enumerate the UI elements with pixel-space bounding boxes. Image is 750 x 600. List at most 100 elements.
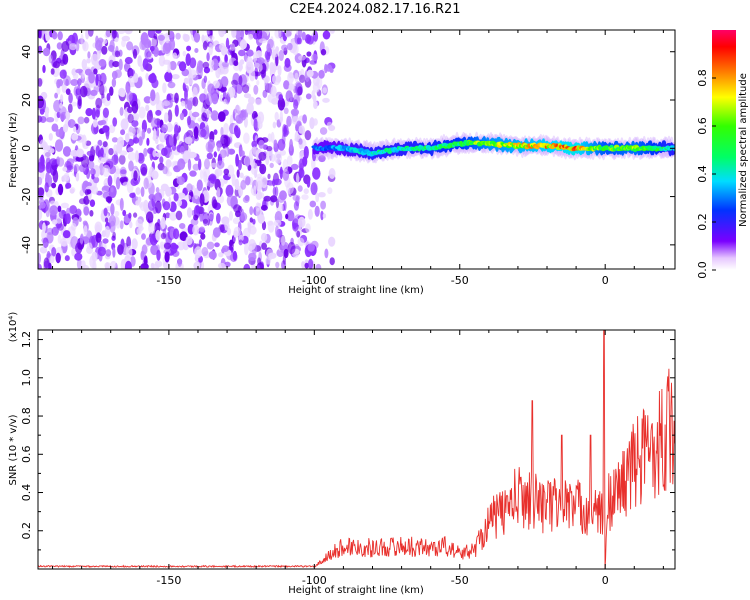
noise-blob — [83, 116, 90, 124]
noise-blob — [102, 107, 109, 119]
noise-blob — [48, 133, 53, 141]
noise-blob — [320, 48, 327, 56]
noise-blob — [91, 185, 99, 195]
noise-blob — [289, 138, 293, 152]
noise-blob — [303, 146, 309, 159]
noise-blob — [174, 104, 179, 117]
noise-blob — [255, 202, 261, 212]
ridge-core — [437, 146, 442, 150]
noise-blob — [45, 156, 51, 170]
noise-blob — [164, 251, 170, 263]
noise-blob — [274, 30, 282, 39]
noise-blob — [49, 200, 56, 206]
noise-blob — [176, 241, 185, 251]
noise-blob — [102, 164, 111, 177]
noise-blob — [86, 168, 91, 180]
noise-blob — [262, 89, 268, 98]
noise-blob — [208, 42, 213, 56]
noise-blob — [287, 241, 296, 255]
noise-blob — [107, 44, 115, 52]
noise-blob — [149, 109, 153, 117]
noise-blob — [274, 51, 278, 58]
noise-blob — [283, 80, 290, 90]
noise-blob — [201, 112, 208, 122]
noise-blob — [38, 95, 45, 109]
noise-blob — [275, 261, 280, 269]
noise-blob — [105, 262, 110, 269]
noise-blob — [147, 199, 156, 211]
noise-blob — [329, 67, 334, 73]
noise-blob — [75, 148, 85, 158]
noise-blob — [187, 158, 192, 171]
noise-blob — [57, 183, 64, 196]
noise-blob — [177, 199, 183, 207]
noise-blob — [176, 176, 185, 186]
y-tick-label: 1.2 — [20, 331, 33, 349]
noise-blob — [126, 41, 134, 51]
noise-blob — [89, 199, 96, 207]
noise-blob — [295, 81, 302, 88]
noise-blob — [105, 30, 111, 38]
noise-blob — [246, 102, 254, 115]
noise-blob — [183, 194, 192, 201]
noise-blob — [234, 104, 242, 116]
noise-blob — [208, 35, 215, 41]
noise-blob — [324, 248, 329, 259]
noise-blob — [95, 145, 101, 157]
noise-blob — [56, 157, 65, 167]
noise-blob — [62, 166, 68, 172]
noise-blob — [232, 236, 237, 243]
noise-blob — [320, 200, 326, 210]
noise-blob — [109, 220, 116, 233]
noise-blob — [202, 218, 209, 224]
noise-blob — [54, 92, 58, 99]
noise-blob — [103, 207, 108, 217]
noise-blob — [97, 246, 106, 257]
noise-blob — [272, 179, 276, 187]
noise-blob — [192, 86, 198, 100]
noise-blob — [75, 172, 80, 182]
noise-blob — [38, 208, 43, 221]
noise-blob — [226, 194, 235, 207]
noise-blob — [171, 74, 180, 80]
noise-blob — [273, 219, 282, 227]
noise-blob — [202, 61, 210, 69]
noise-blob — [143, 255, 148, 265]
noise-blob — [105, 196, 113, 203]
noise-blob — [42, 222, 46, 233]
snr-content — [38, 330, 675, 569]
noise-blob — [196, 65, 201, 75]
spectrogram-frame — [37, 29, 676, 270]
noise-blob — [132, 137, 140, 144]
noise-blob — [251, 140, 257, 148]
noise-blob — [273, 139, 278, 148]
noise-blob — [272, 64, 280, 71]
noise-blob — [119, 220, 124, 230]
noise-blob — [256, 262, 265, 269]
noise-blob — [67, 119, 76, 128]
noise-blob — [127, 147, 134, 153]
noise-blob — [138, 202, 143, 208]
noise-blob — [183, 77, 189, 85]
noise-blob — [136, 227, 142, 235]
noise-blob — [248, 33, 254, 40]
noise-blob — [132, 48, 138, 59]
noise-blob — [128, 160, 134, 172]
noise-blob — [244, 30, 249, 36]
noise-blob — [169, 151, 174, 160]
noise-blob — [38, 252, 41, 264]
noise-blob — [255, 50, 263, 59]
noise-blob — [83, 206, 90, 216]
noise-blob — [289, 214, 295, 222]
noise-blob — [198, 158, 202, 171]
noise-blob — [284, 57, 291, 68]
noise-blob — [217, 111, 226, 122]
noise-blob — [155, 92, 160, 105]
noise-blob — [170, 244, 179, 250]
noise-blob — [69, 205, 77, 215]
y-tick-label: 40 — [20, 45, 33, 59]
noise-blob — [212, 80, 220, 89]
noise-blob — [296, 120, 302, 128]
noise-blob — [279, 166, 283, 180]
noise-blob — [326, 121, 333, 128]
